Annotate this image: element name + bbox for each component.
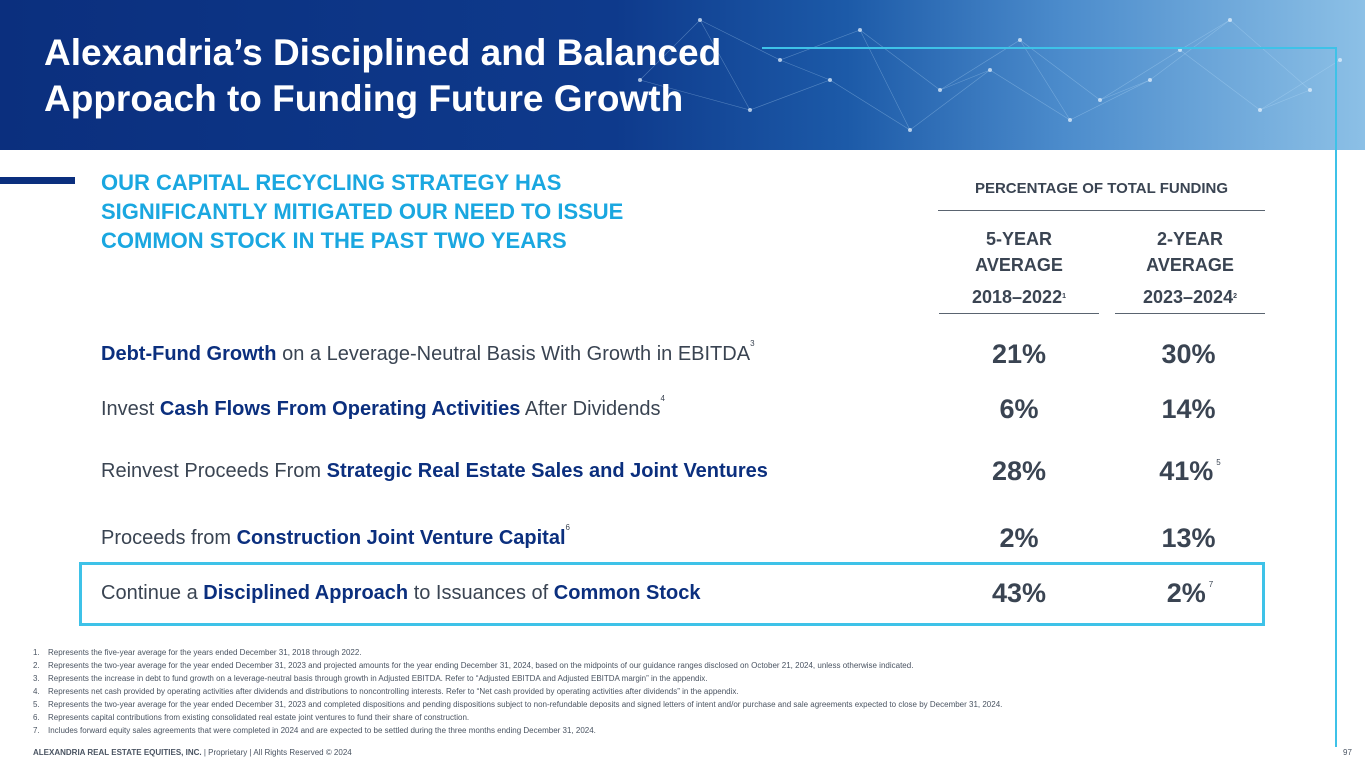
right-accent-line — [1335, 47, 1337, 747]
footnote: 6. Represents capital contributions from … — [33, 713, 470, 722]
row-label-common-stock: Continue a Disciplined Approach to Issua… — [101, 582, 701, 604]
row-2-value-2yr: 14% — [1161, 394, 1216, 424]
footer-copyright: ALEXANDRIA REAL ESTATE EQUITIES, INC. | … — [33, 748, 352, 757]
network-background-graphic — [638, 18, 1342, 132]
row-2-value-5yr: 6% — [999, 394, 1039, 424]
row-3-value-5yr: 28% — [991, 456, 1047, 486]
headline-line-2: SIGNIFICANTLY MITIGATED OUR NEED TO ISSU… — [101, 199, 624, 224]
col2-rule — [1115, 313, 1265, 314]
footnote: 1. Represents the five-year average for t… — [33, 648, 362, 657]
highlighted-row-box — [79, 562, 1265, 626]
row-1-value-5yr: 21% — [991, 339, 1047, 369]
row-5-value-2yr: 2% 7 — [1166, 578, 1214, 608]
row-1-value-2yr: 30% — [1161, 339, 1216, 369]
title-accent-line — [762, 47, 1337, 49]
row-4-value-5yr: 2% — [999, 523, 1039, 553]
row-5-value-5yr: 43% — [991, 578, 1047, 608]
row-label-construction-jv: Proceeds from Construction Joint Venture… — [101, 523, 570, 549]
percentage-group-header: PERCENTAGE OF TOTAL FUNDING — [974, 180, 1229, 197]
col1-line1: 5-YEAR — [985, 229, 1052, 249]
title-line-1: Alexandria’s Disciplined and Balanced — [44, 32, 722, 73]
footnote: 7. Includes forward equity sales agreemen… — [33, 726, 596, 735]
page-number: 97 — [1343, 748, 1352, 757]
section-headline: OUR CAPITAL RECYCLING STRATEGY HAS SIGNI… — [101, 168, 741, 255]
row-label-real-estate-sales: Reinvest Proceeds From Strategic Real Es… — [101, 460, 768, 482]
headline-line-1: OUR CAPITAL RECYCLING STRATEGY HAS — [101, 170, 562, 195]
column-header-2-year: 2-YEAR AVERAGE 2023–20242 — [1110, 226, 1270, 310]
column-header-5-year: 5-YEAR AVERAGE 2018–20221 — [939, 226, 1099, 310]
footnote: 3. Represents the increase in debt to fun… — [33, 674, 708, 683]
footnote: 2. Represents the two-year average for th… — [33, 661, 914, 670]
group-header-rule — [938, 210, 1265, 211]
col2-line1: 2-YEAR — [1156, 229, 1223, 249]
section-accent-bar — [0, 177, 75, 184]
col1-rule — [939, 313, 1099, 314]
page-title: Alexandria’s Disciplined and Balanced Ap… — [44, 30, 784, 122]
title-line-2: Approach to Funding Future Growth — [44, 78, 684, 119]
row-3-value-2yr: 41% 5 — [1159, 456, 1221, 486]
col1-years: 2018–20221 — [971, 287, 1066, 307]
headline-line-3: COMMON STOCK IN THE PAST TWO YEARS — [101, 228, 567, 253]
col2-years: 2023–20242 — [1142, 287, 1237, 307]
footnote: 5. Represents the two-year average for th… — [33, 700, 1003, 709]
row-label-debt-fund: Debt-Fund Growth on a Leverage-Neutral B… — [101, 339, 755, 365]
col1-line2: AVERAGE — [975, 255, 1063, 275]
row-4-value-2yr: 13% — [1161, 523, 1216, 553]
footnotes: 1. Represents the five-year average for t… — [33, 646, 1323, 737]
header-banner: Alexandria’s Disciplined and Balanced Ap… — [0, 0, 1365, 150]
col2-line2: AVERAGE — [1146, 255, 1234, 275]
row-label-cash-flows: Invest Cash Flows From Operating Activit… — [101, 394, 665, 420]
footnote: 4. Represents net cash provided by operat… — [33, 687, 739, 696]
